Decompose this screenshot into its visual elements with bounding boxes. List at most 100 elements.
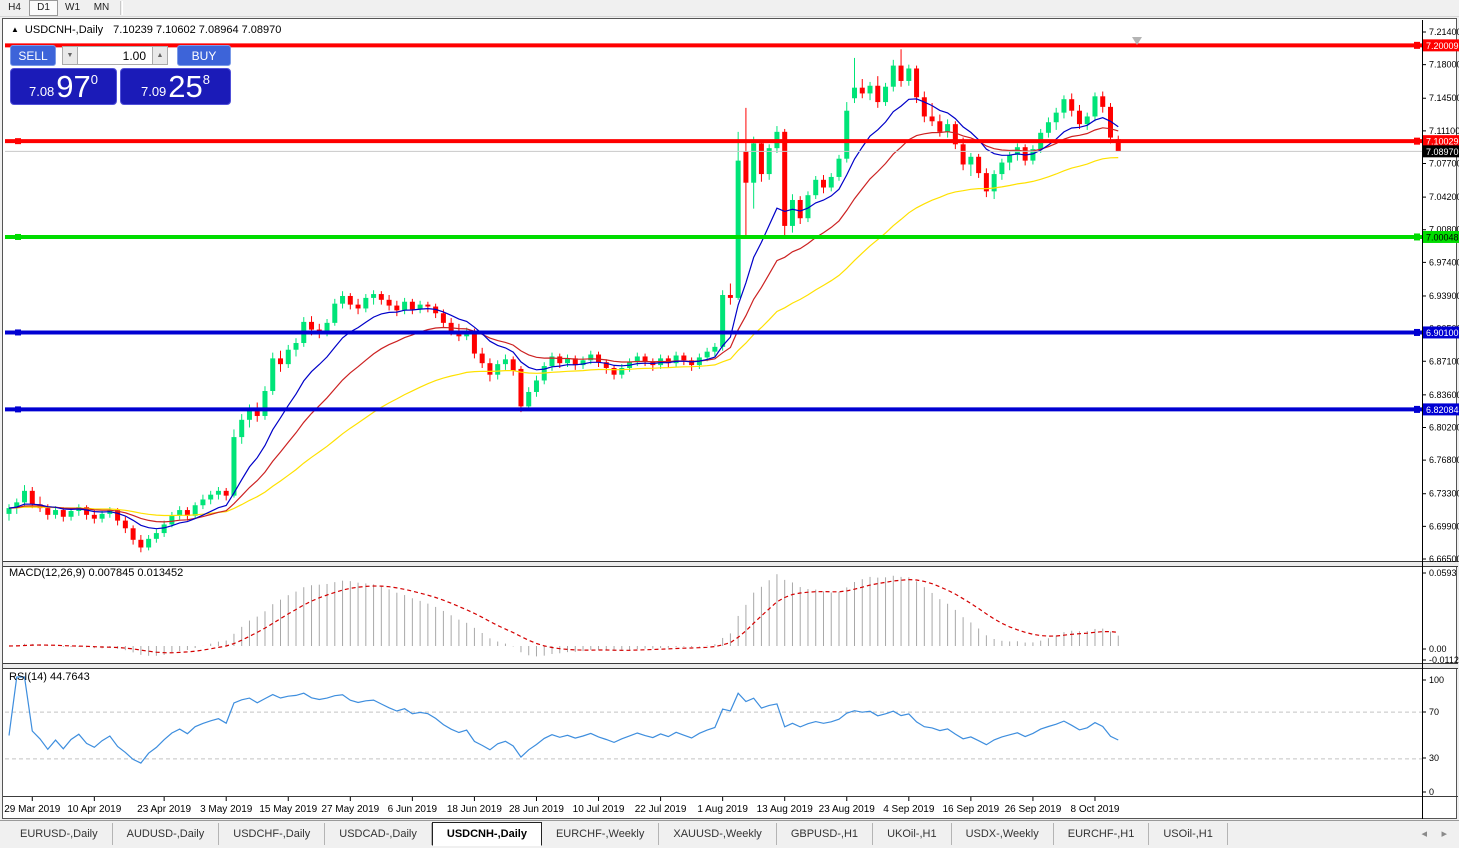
svg-text:6.93900: 6.93900	[1429, 291, 1459, 301]
buy-price-sup: 8	[202, 72, 211, 87]
sell-price-big: 97	[56, 69, 91, 104]
svg-text:7.07700: 7.07700	[1429, 159, 1459, 169]
svg-text:6.73300: 6.73300	[1429, 489, 1459, 499]
symbol-tabs: EURUSD-,Daily AUDUSD-,Daily USDCHF-,Daily U…	[6, 821, 1228, 847]
svg-text:30: 30	[1429, 753, 1439, 763]
svg-text:7.10029: 7.10029	[1426, 137, 1459, 147]
svg-text:15 May 2019: 15 May 2019	[259, 804, 317, 815]
tab-eurusd-daily[interactable]: EURUSD-,Daily	[6, 823, 113, 845]
svg-text:7.14500: 7.14500	[1429, 93, 1459, 103]
arrow-up-icon: ▲	[156, 52, 164, 59]
timeframe-w1-button[interactable]: W1	[58, 0, 87, 16]
tab-eurchf-weekly[interactable]: EURCHF-,Weekly	[542, 823, 660, 845]
svg-text:13 Aug 2019: 13 Aug 2019	[757, 804, 814, 815]
collapse-icon[interactable]: ▲	[11, 25, 19, 34]
svg-text:-0.01128: -0.01128	[1429, 655, 1459, 665]
horizontal-lines[interactable]	[5, 43, 1422, 413]
chart-shift-marker-icon[interactable]	[1132, 37, 1142, 45]
svg-text:7.21400: 7.21400	[1429, 27, 1459, 37]
svg-text:6.76800: 6.76800	[1429, 455, 1459, 465]
volume-decrease-button[interactable]: ▼	[62, 46, 78, 65]
svg-text:26 Sep 2019: 26 Sep 2019	[1005, 804, 1062, 815]
arrow-down-icon: ▼	[66, 52, 74, 59]
buy-price-small: 7.09	[140, 84, 167, 99]
svg-text:7.08970: 7.08970	[1426, 147, 1459, 157]
svg-text:6.82084: 6.82084	[1426, 405, 1459, 415]
svg-text:0.00: 0.00	[1429, 644, 1447, 654]
svg-text:6.80200: 6.80200	[1429, 422, 1459, 432]
sell-price-small: 7.08	[28, 84, 55, 99]
svg-text:6.97400: 6.97400	[1429, 257, 1459, 267]
volume-increase-button[interactable]: ▲	[152, 46, 168, 65]
rsi-levels	[5, 711, 1422, 760]
timeframe-toolbar: H4 D1 W1 MN	[0, 0, 1459, 17]
svg-text:7.20009: 7.20009	[1426, 41, 1459, 51]
svg-text:23 Apr 2019: 23 Apr 2019	[137, 804, 191, 815]
svg-text:10 Jul 2019: 10 Jul 2019	[573, 804, 625, 815]
tab-gbpusd-h1[interactable]: GBPUSD-,H1	[777, 823, 874, 845]
buy-price-big: 25	[168, 69, 203, 104]
tab-usdcnh-daily[interactable]: USDCNH-,Daily	[431, 822, 542, 846]
timeframe-d1-button[interactable]: D1	[29, 0, 58, 16]
rsi-panel	[8, 676, 1119, 764]
svg-text:8 Oct 2019: 8 Oct 2019	[1071, 804, 1120, 815]
svg-text:100: 100	[1429, 675, 1444, 685]
symbol-tab-bar: EURUSD-,Daily AUDUSD-,Daily USDCHF-,Daily U…	[0, 820, 1459, 847]
toolbar-separator	[120, 1, 123, 15]
svg-text:1 Aug 2019: 1 Aug 2019	[697, 804, 748, 815]
rsi-indicator-label: RSI(14) 44.7643	[9, 671, 90, 683]
one-click-trading-panel: SELL ▼ ▲ BUY 7.08 97 0 7.09 25 8	[10, 45, 231, 105]
tab-usdchf-daily[interactable]: USDCHF-,Daily	[219, 823, 326, 845]
svg-text:7.00800: 7.00800	[1429, 225, 1459, 235]
svg-text:7.11100: 7.11100	[1429, 126, 1459, 136]
svg-text:23 Aug 2019: 23 Aug 2019	[819, 804, 876, 815]
svg-text:7.18000: 7.18000	[1429, 60, 1459, 70]
price-axis[interactable]: 7.21400 7.18000 7.14500 7.11100 7.07700 7.042…	[1414, 20, 1459, 819]
svg-text:10 Apr 2019: 10 Apr 2019	[67, 804, 121, 815]
candlesticks	[6, 49, 1121, 553]
svg-text:7.04200: 7.04200	[1429, 192, 1459, 202]
sell-price-button[interactable]: 7.08 97 0	[10, 68, 117, 105]
svg-text:6.83600: 6.83600	[1429, 390, 1459, 400]
tab-scroll-left-icon[interactable]: ◂	[1421, 828, 1427, 840]
timeframe-mn-button[interactable]: MN	[87, 0, 116, 16]
tab-xauusd-weekly[interactable]: XAUUSD-,Weekly	[659, 823, 777, 845]
svg-text:0.0593: 0.0593	[1429, 568, 1457, 578]
buy-price-button[interactable]: 7.09 25 8	[120, 68, 231, 105]
svg-text:28 Jun 2019: 28 Jun 2019	[509, 804, 564, 815]
svg-text:6.87100: 6.87100	[1429, 356, 1459, 366]
panel-separators	[3, 561, 1458, 797]
svg-text:27 May 2019: 27 May 2019	[321, 804, 379, 815]
svg-text:6 Jun 2019: 6 Jun 2019	[388, 804, 438, 815]
svg-text:7.00048: 7.00048	[1426, 232, 1459, 242]
tab-usdcad-daily[interactable]: USDCAD-,Daily	[325, 823, 432, 845]
svg-text:18 Jun 2019: 18 Jun 2019	[447, 804, 502, 815]
one-click-order-row: SELL ▼ ▲ BUY	[10, 45, 231, 66]
svg-text:6.66500: 6.66500	[1429, 554, 1459, 564]
tab-scroll-right-icon[interactable]: ▸	[1441, 828, 1447, 840]
svg-text:6.90100: 6.90100	[1426, 328, 1459, 338]
chart-window: 7.21400 7.18000 7.14500 7.11100 7.07700 7.042…	[2, 18, 1459, 819]
buy-button[interactable]: BUY	[177, 45, 231, 66]
timeframe-h4-button[interactable]: H4	[0, 0, 29, 16]
svg-text:22 Jul 2019: 22 Jul 2019	[635, 804, 687, 815]
tab-usoil-h1[interactable]: USOil-,H1	[1149, 823, 1228, 845]
svg-text:4 Sep 2019: 4 Sep 2019	[883, 804, 935, 815]
tab-eurchf-h1[interactable]: EURCHF-,H1	[1054, 823, 1150, 845]
tab-ukoil-h1[interactable]: UKOil-,H1	[873, 823, 952, 845]
chart-symbol-label: USDCNH-,Daily	[24, 24, 104, 36]
macd-panel	[8, 574, 1119, 657]
tab-audusd-daily[interactable]: AUDUSD-,Daily	[113, 823, 220, 845]
tab-usdx-weekly[interactable]: USDX-,Weekly	[952, 823, 1054, 845]
svg-text:0: 0	[1429, 787, 1434, 797]
sell-price-sup: 0	[90, 72, 99, 87]
svg-text:29 Mar 2019: 29 Mar 2019	[4, 804, 61, 815]
sell-button[interactable]: SELL	[10, 45, 56, 66]
volume-input[interactable]	[78, 46, 152, 65]
svg-text:6.69900: 6.69900	[1429, 521, 1459, 531]
date-axis[interactable]: 29 Mar 2019 10 Apr 2019 23 Apr 2019 3 May 2…	[4, 797, 1120, 815]
moving-averages	[8, 98, 1119, 530]
macd-indicator-label: MACD(12,26,9) 0.007845 0.013452	[9, 567, 184, 579]
svg-text:3 May 2019: 3 May 2019	[200, 804, 253, 815]
